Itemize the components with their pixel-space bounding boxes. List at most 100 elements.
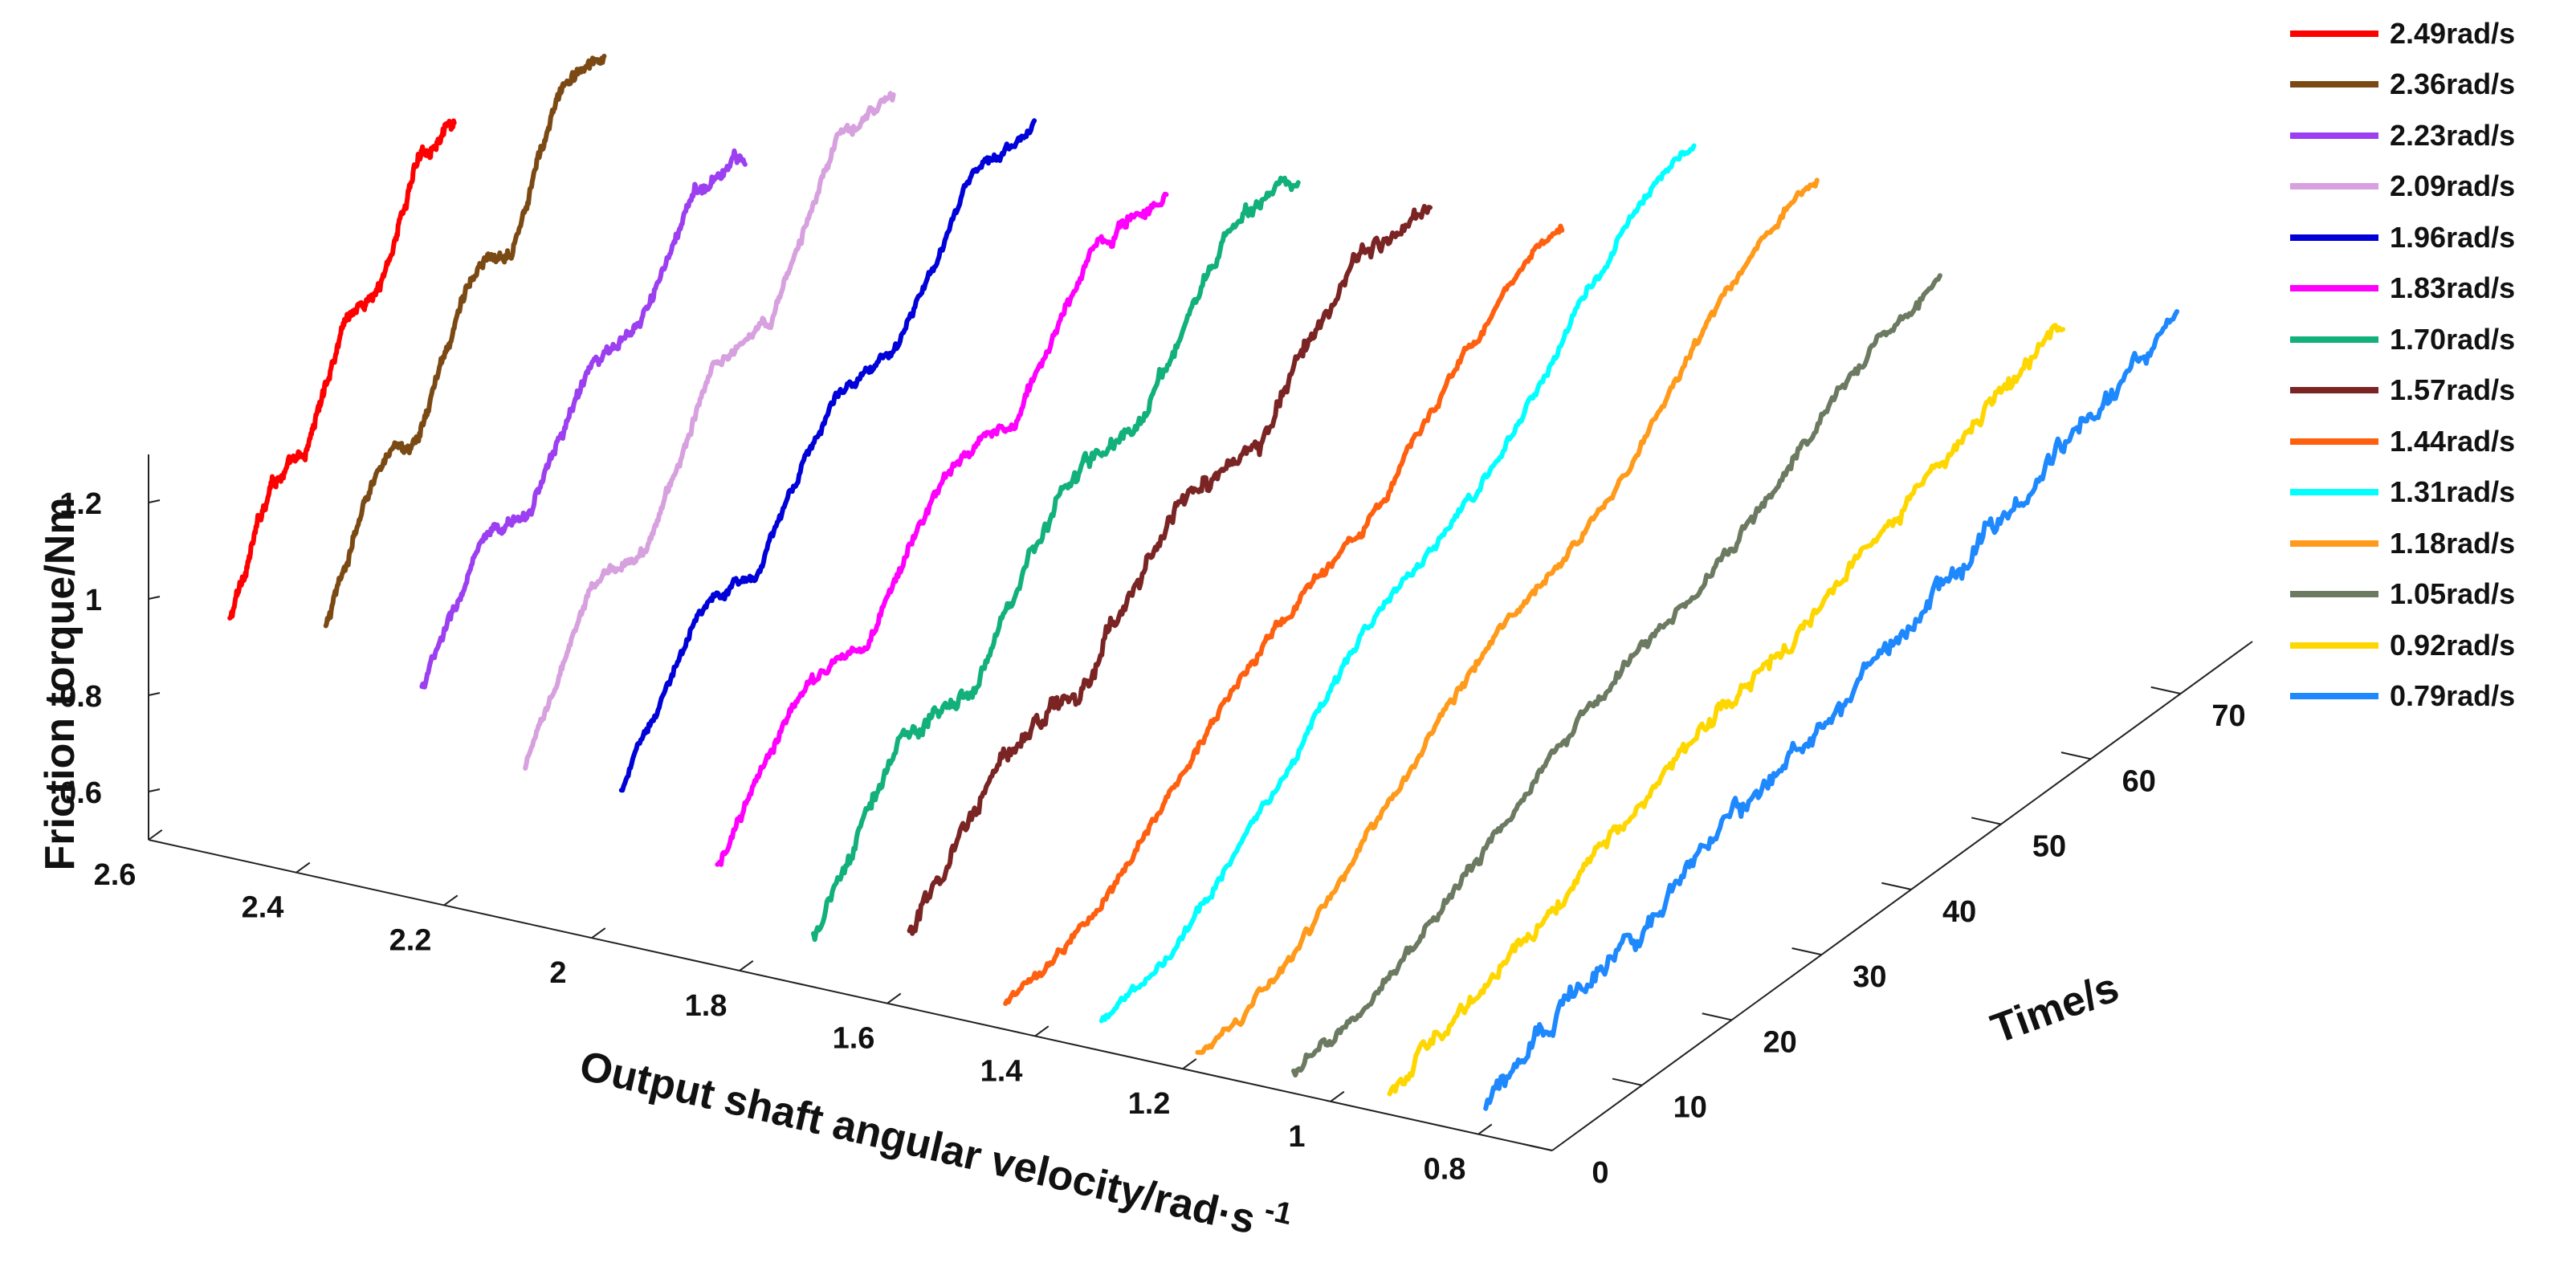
legend-item: 1.70rad/s [2290, 314, 2571, 365]
axes-layer: 2.6 2.4 2.2 2 1.8 1.6 1.4 1.2 1 0.8 0 10 20 30 40 50 60 7… [59, 454, 2253, 1190]
legend-label: 1.31rad/s [2390, 475, 2516, 509]
legend-label: 2.36rad/s [2390, 67, 2516, 101]
legend-label: 1.83rad/s [2390, 271, 2516, 305]
legend-item: 2.36rad/s [2290, 59, 2571, 111]
legend-label: 1.70rad/s [2390, 322, 2516, 356]
legend-item: 2.49rad/s [2290, 8, 2571, 59]
legend: 2.49rad/s 2.36rad/s 2.23rad/s 2.09rad/s 1.96… [2290, 8, 2571, 722]
x-axis-title-main: Output shaft angular velocity/rad·s [575, 1042, 1259, 1243]
x-tick-label: 1.6 [833, 1022, 875, 1056]
x-tick-label: 2.6 [94, 858, 137, 892]
legend-swatch [2290, 336, 2378, 343]
x-tick [1330, 1090, 1345, 1102]
x-tick-label: 1.2 [1128, 1087, 1171, 1121]
legend-label: 2.23rad/s [2390, 118, 2516, 152]
legend-item: 1.18rad/s [2290, 518, 2571, 569]
y-tick-label: 70 [2211, 699, 2245, 733]
y-tick [1702, 1012, 1732, 1021]
series-line [1387, 323, 2066, 1097]
legend-item: 1.96rad/s [2290, 212, 2571, 263]
legend-label: 0.79rad/s [2390, 679, 2516, 713]
legend-label: 1.44rad/s [2390, 424, 2516, 458]
x-tick-label: 2 [549, 956, 566, 990]
series-line [227, 118, 457, 621]
y-tick [1522, 1142, 1553, 1151]
series-line [523, 91, 896, 771]
z-tick [148, 692, 161, 696]
z-tick-label: 0.6 [59, 776, 102, 810]
x-tick [591, 927, 606, 939]
z-tick-label: 1 [85, 584, 102, 617]
y-tick-label: 40 [1942, 895, 1976, 929]
z-tick [148, 788, 161, 792]
x-tick [148, 829, 163, 841]
series-layer [227, 53, 2179, 1111]
y-tick-label: 30 [1853, 960, 1886, 994]
legend-swatch [2290, 285, 2378, 292]
y-tick-label: 20 [1763, 1025, 1796, 1059]
legend-item: 1.44rad/s [2290, 416, 2571, 467]
x-tick-label: 1 [1288, 1120, 1305, 1154]
legend-item: 2.23rad/s [2290, 110, 2571, 161]
x-tick-label: 1.4 [980, 1054, 1023, 1088]
legend-swatch [2290, 591, 2378, 598]
series-line [1098, 143, 1697, 1024]
y-tick [2060, 751, 2091, 760]
legend-swatch [2290, 183, 2378, 190]
legend-swatch [2290, 132, 2378, 139]
z-tick-label: 1.2 [59, 487, 102, 521]
x-axis-title-exponent: -1 [1262, 1193, 1295, 1232]
series-line [811, 175, 1301, 943]
series-line [1291, 273, 1942, 1078]
legend-item: 1.57rad/s [2290, 365, 2571, 417]
legend-swatch [2290, 540, 2378, 547]
y-tick [2150, 686, 2181, 695]
y-tick [1612, 1077, 1643, 1086]
y-tick-label: 10 [1673, 1091, 1707, 1125]
x-tick [1182, 1058, 1197, 1069]
legend-label: 2.49rad/s [2390, 16, 2516, 50]
legend-item: 2.09rad/s [2290, 161, 2571, 213]
y-tick [1971, 817, 2002, 825]
x-tick [1478, 1123, 1493, 1135]
y-tick [1881, 882, 1912, 890]
legend-label: 1.18rad/s [2390, 526, 2516, 560]
legend-label: 1.05rad/s [2390, 577, 2516, 611]
series-line [618, 118, 1037, 793]
x-tick [1034, 1025, 1050, 1037]
x-tick-label: 1.8 [685, 989, 728, 1023]
legend-item: 0.92rad/s [2290, 620, 2571, 671]
y-tick-label: 0 [1592, 1156, 1608, 1190]
y-tick [1791, 947, 1822, 956]
x-tick-label: 2.4 [242, 891, 284, 925]
series-line [1195, 177, 1820, 1055]
legend-swatch [2290, 438, 2378, 445]
y-tick-label: 50 [2032, 830, 2066, 864]
y-tick-label: 60 [2122, 764, 2156, 798]
x-tick [739, 959, 754, 971]
legend-swatch [2290, 489, 2378, 496]
x-tick [296, 861, 311, 874]
legend-label: 2.09rad/s [2390, 169, 2516, 203]
legend-swatch [2290, 234, 2378, 241]
x-tick-label: 2.2 [389, 923, 432, 957]
x-axis-title: Output shaft angular velocity/rad·s-1 [575, 1036, 1295, 1252]
legend-label: 1.96rad/s [2390, 220, 2516, 254]
x-tick-label: 0.8 [1424, 1153, 1466, 1187]
x-axis-line [148, 839, 1553, 1151]
legend-swatch [2290, 30, 2378, 37]
legend-swatch [2290, 641, 2378, 649]
series-line [1003, 223, 1565, 1006]
legend-item: 1.05rad/s [2290, 569, 2571, 621]
series-line [419, 148, 748, 690]
series-line [323, 53, 607, 629]
series-line [907, 204, 1433, 936]
series-line [1483, 309, 2179, 1111]
legend-swatch [2290, 387, 2378, 394]
legend-label: 1.57rad/s [2390, 373, 2516, 407]
z-tick-label: 0.8 [59, 680, 102, 714]
series-line [715, 191, 1169, 867]
z-tick [148, 596, 161, 600]
x-tick [443, 894, 459, 906]
